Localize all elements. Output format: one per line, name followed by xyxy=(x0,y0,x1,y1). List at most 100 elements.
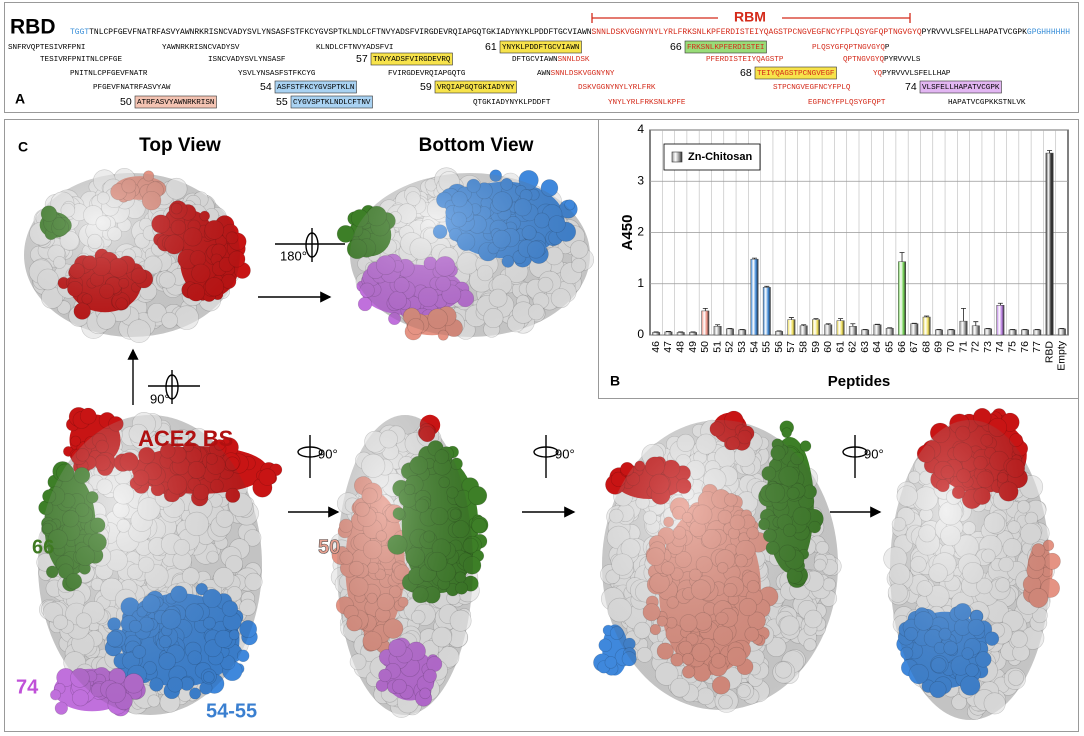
peptide-sequence: YSVLYNSASFSTFKCYG xyxy=(238,70,316,78)
peptide-box xyxy=(370,52,453,66)
bar xyxy=(885,328,894,336)
error-bar xyxy=(899,252,905,262)
peptide-sequence: QTGKIADYNYKLPDDFT xyxy=(473,99,551,107)
error-bar xyxy=(948,328,954,330)
sequence-part: YNYLYRLFRKSNLKPFE xyxy=(608,99,686,107)
panel-label: A xyxy=(15,91,25,107)
sequence-part: SNNLDSK xyxy=(558,56,590,64)
sequence-part: YSVLYNSASFSTFKCYG xyxy=(238,70,316,78)
error-bar xyxy=(1022,328,1028,330)
sequence-part: SNFRVQPTESIVRFPNI xyxy=(8,44,85,52)
peptide-list: SNFRVQPTESIVRFPNI YAWNRKRISNCVADYSV KLNDLC… xyxy=(8,40,1026,109)
peptide-number: 61 xyxy=(485,41,497,53)
sequence-part: ASFSTFKCYGVSPTKLN xyxy=(277,84,354,92)
sequence-part: AWN xyxy=(537,70,551,78)
panel-c-frame xyxy=(4,119,1079,732)
peptide-sequence: DFTGCVIAWNSNNLDSK xyxy=(512,56,590,64)
sequence-part: TNLCPFGEVFNATRFASVYAWNRKRISNCVADYSVLYNSA… xyxy=(89,27,591,37)
peptide-sequence: SNFRVQPTESIVRFPNI xyxy=(8,44,85,52)
peptide-sequence: YQPYRVVVLSFELLHAP xyxy=(873,70,951,78)
x-tick-label: 46 xyxy=(650,341,662,353)
x-tick-label: 75 xyxy=(1006,341,1018,353)
annotation: ACE2 BS xyxy=(138,426,233,451)
bar xyxy=(1008,329,1017,336)
panel-a-frame xyxy=(4,2,1079,113)
x-tick-label: 70 xyxy=(945,341,957,353)
error-bar xyxy=(801,324,807,326)
sequence-part: DSKVGGNYNYLYRLFRK xyxy=(578,84,656,92)
x-tick-label: 54 xyxy=(748,341,760,353)
surface-views xyxy=(24,167,1061,720)
error-bar xyxy=(653,331,659,333)
sequence-part: YQ xyxy=(873,70,883,78)
error-bar xyxy=(825,323,831,325)
bar xyxy=(910,323,919,336)
peptide-sequence: FVIRGDEVRQIAPGQTG xyxy=(388,70,466,78)
rotation-label: 180° xyxy=(280,248,307,263)
sequence-part: GPGHHHHHH xyxy=(1027,27,1070,37)
sequence-part: QPTNGVGYQ xyxy=(843,56,884,64)
peptide-number: 54 xyxy=(260,81,272,93)
sequence-part: PYRVVVLS xyxy=(884,56,921,64)
bar xyxy=(848,326,857,336)
x-tick-label: 60 xyxy=(822,341,834,353)
annotation: 54-55 xyxy=(206,700,257,722)
x-tick-label: 74 xyxy=(994,341,1006,353)
bar xyxy=(787,319,796,336)
bar xyxy=(799,325,808,336)
y-tick-label: 1 xyxy=(637,276,644,290)
annotation: 50 xyxy=(318,536,340,558)
bar xyxy=(971,325,980,336)
peptide-sequence: YNYLYRLFRKSNLKPFE xyxy=(608,99,686,107)
x-tick-label: 50 xyxy=(699,341,711,353)
sequence-part: FVIRGDEVRQIAPGQTG xyxy=(388,70,466,78)
x-tick-label: 69 xyxy=(933,341,945,353)
sequence-part: YNYKLPDDFTGCVIAWN xyxy=(502,44,579,52)
bar xyxy=(934,329,943,336)
peptide-number: 55 xyxy=(276,96,288,108)
bar xyxy=(947,329,956,336)
sequence-part: VLSFELLHAPATVCGPK xyxy=(922,84,1000,92)
sequence-part: STPCNGVEGFNCYFPLQ xyxy=(773,84,851,92)
x-tick-label: 71 xyxy=(957,341,969,353)
annotation: 66 xyxy=(32,536,54,558)
sequence-part: PYRVVVLSFELLHAPATVCGPK xyxy=(922,27,1028,37)
x-tick-label: 73 xyxy=(982,341,994,353)
bar xyxy=(762,287,771,336)
peptide-sequence: VRQIAPGQTGKIADYNY xyxy=(437,84,515,92)
x-tick-label: 68 xyxy=(920,341,932,353)
sequence-part: PLQSYGFQPTNGVGYQ xyxy=(812,44,885,52)
sequence-part: PFGEVFNATRFASVYAW xyxy=(93,84,171,92)
bar xyxy=(996,305,1005,336)
error-bar xyxy=(788,317,794,320)
sequence-part: KLNDLCFTNVYADSFVI xyxy=(316,44,393,52)
rotation-label: 90° xyxy=(864,446,884,461)
x-tick-label: 58 xyxy=(797,341,809,353)
peptide-box xyxy=(434,80,517,94)
rotation-label: 90° xyxy=(318,446,338,461)
y-tick-label: 2 xyxy=(637,225,644,239)
bar xyxy=(1045,152,1054,336)
arrows xyxy=(127,228,882,518)
x-tick-label: 67 xyxy=(908,341,920,353)
peptide-number: 66 xyxy=(670,41,682,53)
error-bar xyxy=(985,327,991,329)
x-tick-label: 59 xyxy=(810,341,822,353)
rotation-label: 90° xyxy=(150,391,170,406)
peptide-sequence: YAWNRKRISNCVADYSV xyxy=(162,44,240,52)
bar xyxy=(922,316,931,336)
error-bar xyxy=(862,328,868,330)
bar xyxy=(1021,329,1029,336)
bar xyxy=(836,320,845,336)
error-bar xyxy=(973,321,979,326)
sequence-part: TEIYQAGSTPCNGVEGF xyxy=(757,70,835,78)
x-tick-label: 62 xyxy=(847,341,859,353)
error-bar xyxy=(813,318,819,320)
error-bar xyxy=(776,330,782,332)
peptide-box xyxy=(274,80,357,94)
error-bar xyxy=(1034,328,1040,330)
x-tick-label: 61 xyxy=(834,341,846,353)
error-bar xyxy=(752,257,757,260)
error-bar xyxy=(924,315,930,318)
error-bar xyxy=(1059,327,1065,329)
